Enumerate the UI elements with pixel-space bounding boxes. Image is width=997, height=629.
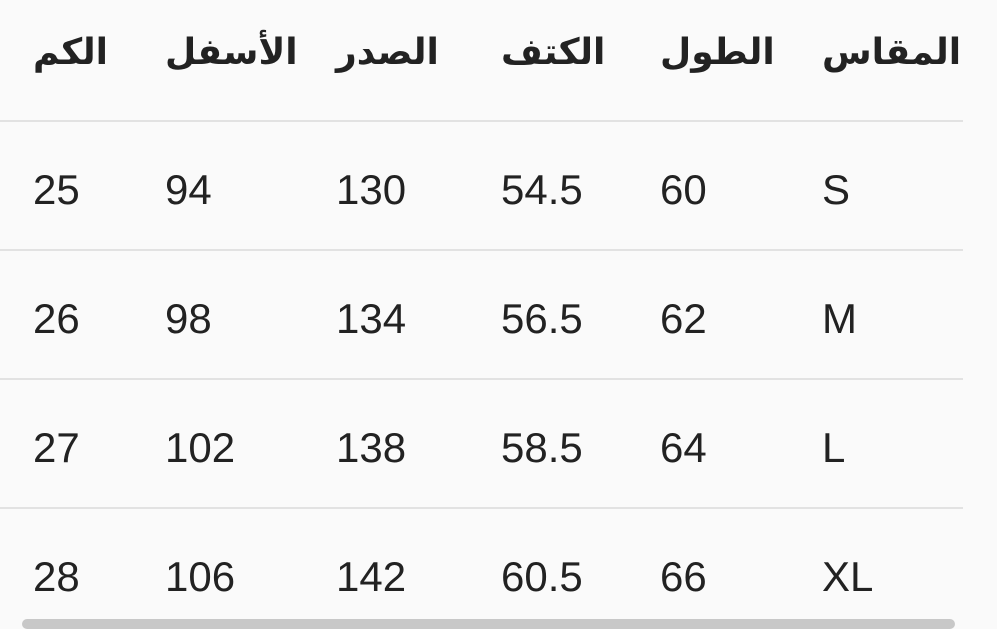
cell-shoulder: 56.5	[501, 295, 583, 342]
cell-shoulder: 60.5	[501, 553, 583, 600]
cell-size: L	[822, 424, 846, 471]
cell-sleeve: 26	[33, 295, 80, 342]
cell-sleeve: 28	[33, 553, 80, 600]
horizontal-scrollbar[interactable]	[22, 619, 955, 629]
cell-chest: 130	[336, 166, 407, 213]
cell-length: 60	[660, 166, 707, 213]
table-row: XL 66 60.5 142 106 28	[0, 509, 963, 622]
cell-hem: 94	[165, 166, 212, 213]
cell-chest: 138	[336, 424, 407, 471]
header-shoulder: الكتف	[501, 32, 606, 73]
table-header-row: المقاس الطول الكتف الصدر الأسفل الكم	[0, 0, 963, 122]
cell-shoulder: 54.5	[501, 166, 583, 213]
header-length: الطول	[660, 32, 775, 73]
cell-chest: 134	[336, 295, 407, 342]
header-hem: الأسفل	[165, 32, 298, 73]
cell-length: 62	[660, 295, 707, 342]
cell-size: S	[822, 166, 851, 213]
header-chest: الصدر	[336, 32, 439, 73]
header-sleeve: الكم	[33, 32, 109, 73]
cell-size: M	[822, 295, 857, 342]
cell-hem: 98	[165, 295, 212, 342]
header-size: المقاس	[822, 32, 962, 73]
cell-sleeve: 25	[33, 166, 80, 213]
cell-length: 66	[660, 553, 707, 600]
cell-sleeve: 27	[33, 424, 80, 471]
table-row: S 60 54.5 130 94 25	[0, 122, 963, 251]
table-row: L 64 58.5 138 102 27	[0, 380, 963, 509]
cell-size: XL	[822, 553, 874, 600]
cell-chest: 142	[336, 553, 407, 600]
table-row: M 62 56.5 134 98 26	[0, 251, 963, 380]
cell-hem: 102	[165, 424, 236, 471]
cell-length: 64	[660, 424, 707, 471]
cell-hem: 106	[165, 553, 236, 600]
cell-shoulder: 58.5	[501, 424, 583, 471]
